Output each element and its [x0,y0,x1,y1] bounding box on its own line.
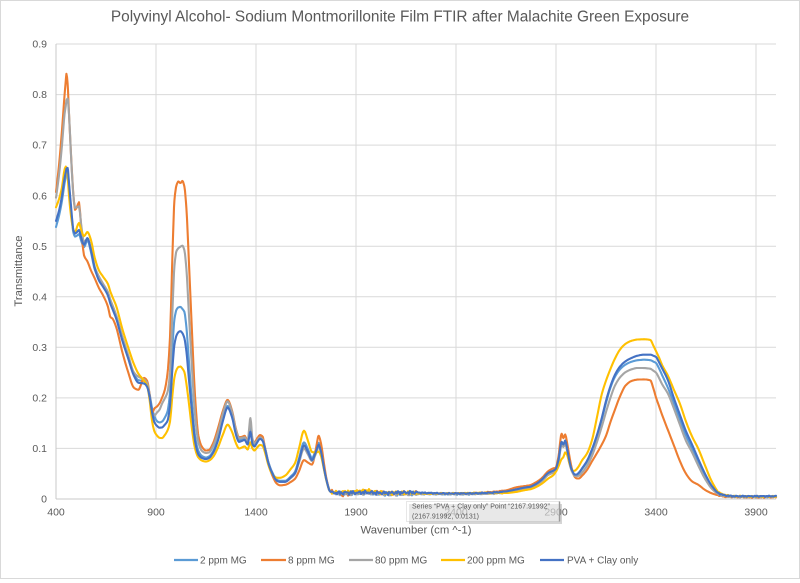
svg-text:(2167.91992, 0.0131): (2167.91992, 0.0131) [412,514,479,521]
svg-text:Wavenumber (cm ^-1): Wavenumber (cm ^-1) [361,525,472,537]
svg-text:0.4: 0.4 [32,291,47,303]
svg-text:Transmittance: Transmittance [13,235,25,306]
svg-text:2 ppm MG: 2 ppm MG [200,556,247,567]
svg-text:0.7: 0.7 [32,140,47,152]
svg-text:0.6: 0.6 [32,190,47,202]
svg-text:8 ppm MG: 8 ppm MG [288,556,335,567]
svg-text:3900: 3900 [744,507,768,519]
svg-text:400: 400 [47,507,65,519]
svg-text:1900: 1900 [344,507,368,519]
svg-text:Polyvinyl Alcohol- Sodium Mont: Polyvinyl Alcohol- Sodium Montmorillonit… [111,9,689,26]
svg-text:PVA + Clay only: PVA + Clay only [567,556,638,567]
svg-text:0.1: 0.1 [32,443,47,455]
svg-text:0.3: 0.3 [32,342,47,354]
svg-text:0: 0 [41,494,47,506]
svg-text:0.8: 0.8 [32,89,47,101]
svg-text:Series “PVA + Clay only” Point: Series “PVA + Clay only” Point “2167.919… [412,504,550,511]
svg-text:200 ppm MG: 200 ppm MG [467,556,525,567]
svg-text:3400: 3400 [644,507,668,519]
svg-text:1400: 1400 [244,507,268,519]
svg-text:0.9: 0.9 [32,39,47,51]
svg-text:80 ppm MG: 80 ppm MG [375,556,427,567]
svg-text:0.2: 0.2 [32,393,47,405]
svg-text:900: 900 [147,507,165,519]
svg-text:0.5: 0.5 [32,241,47,253]
svg-text:2400: 2400 [444,507,468,519]
svg-text:2900: 2900 [544,507,568,519]
